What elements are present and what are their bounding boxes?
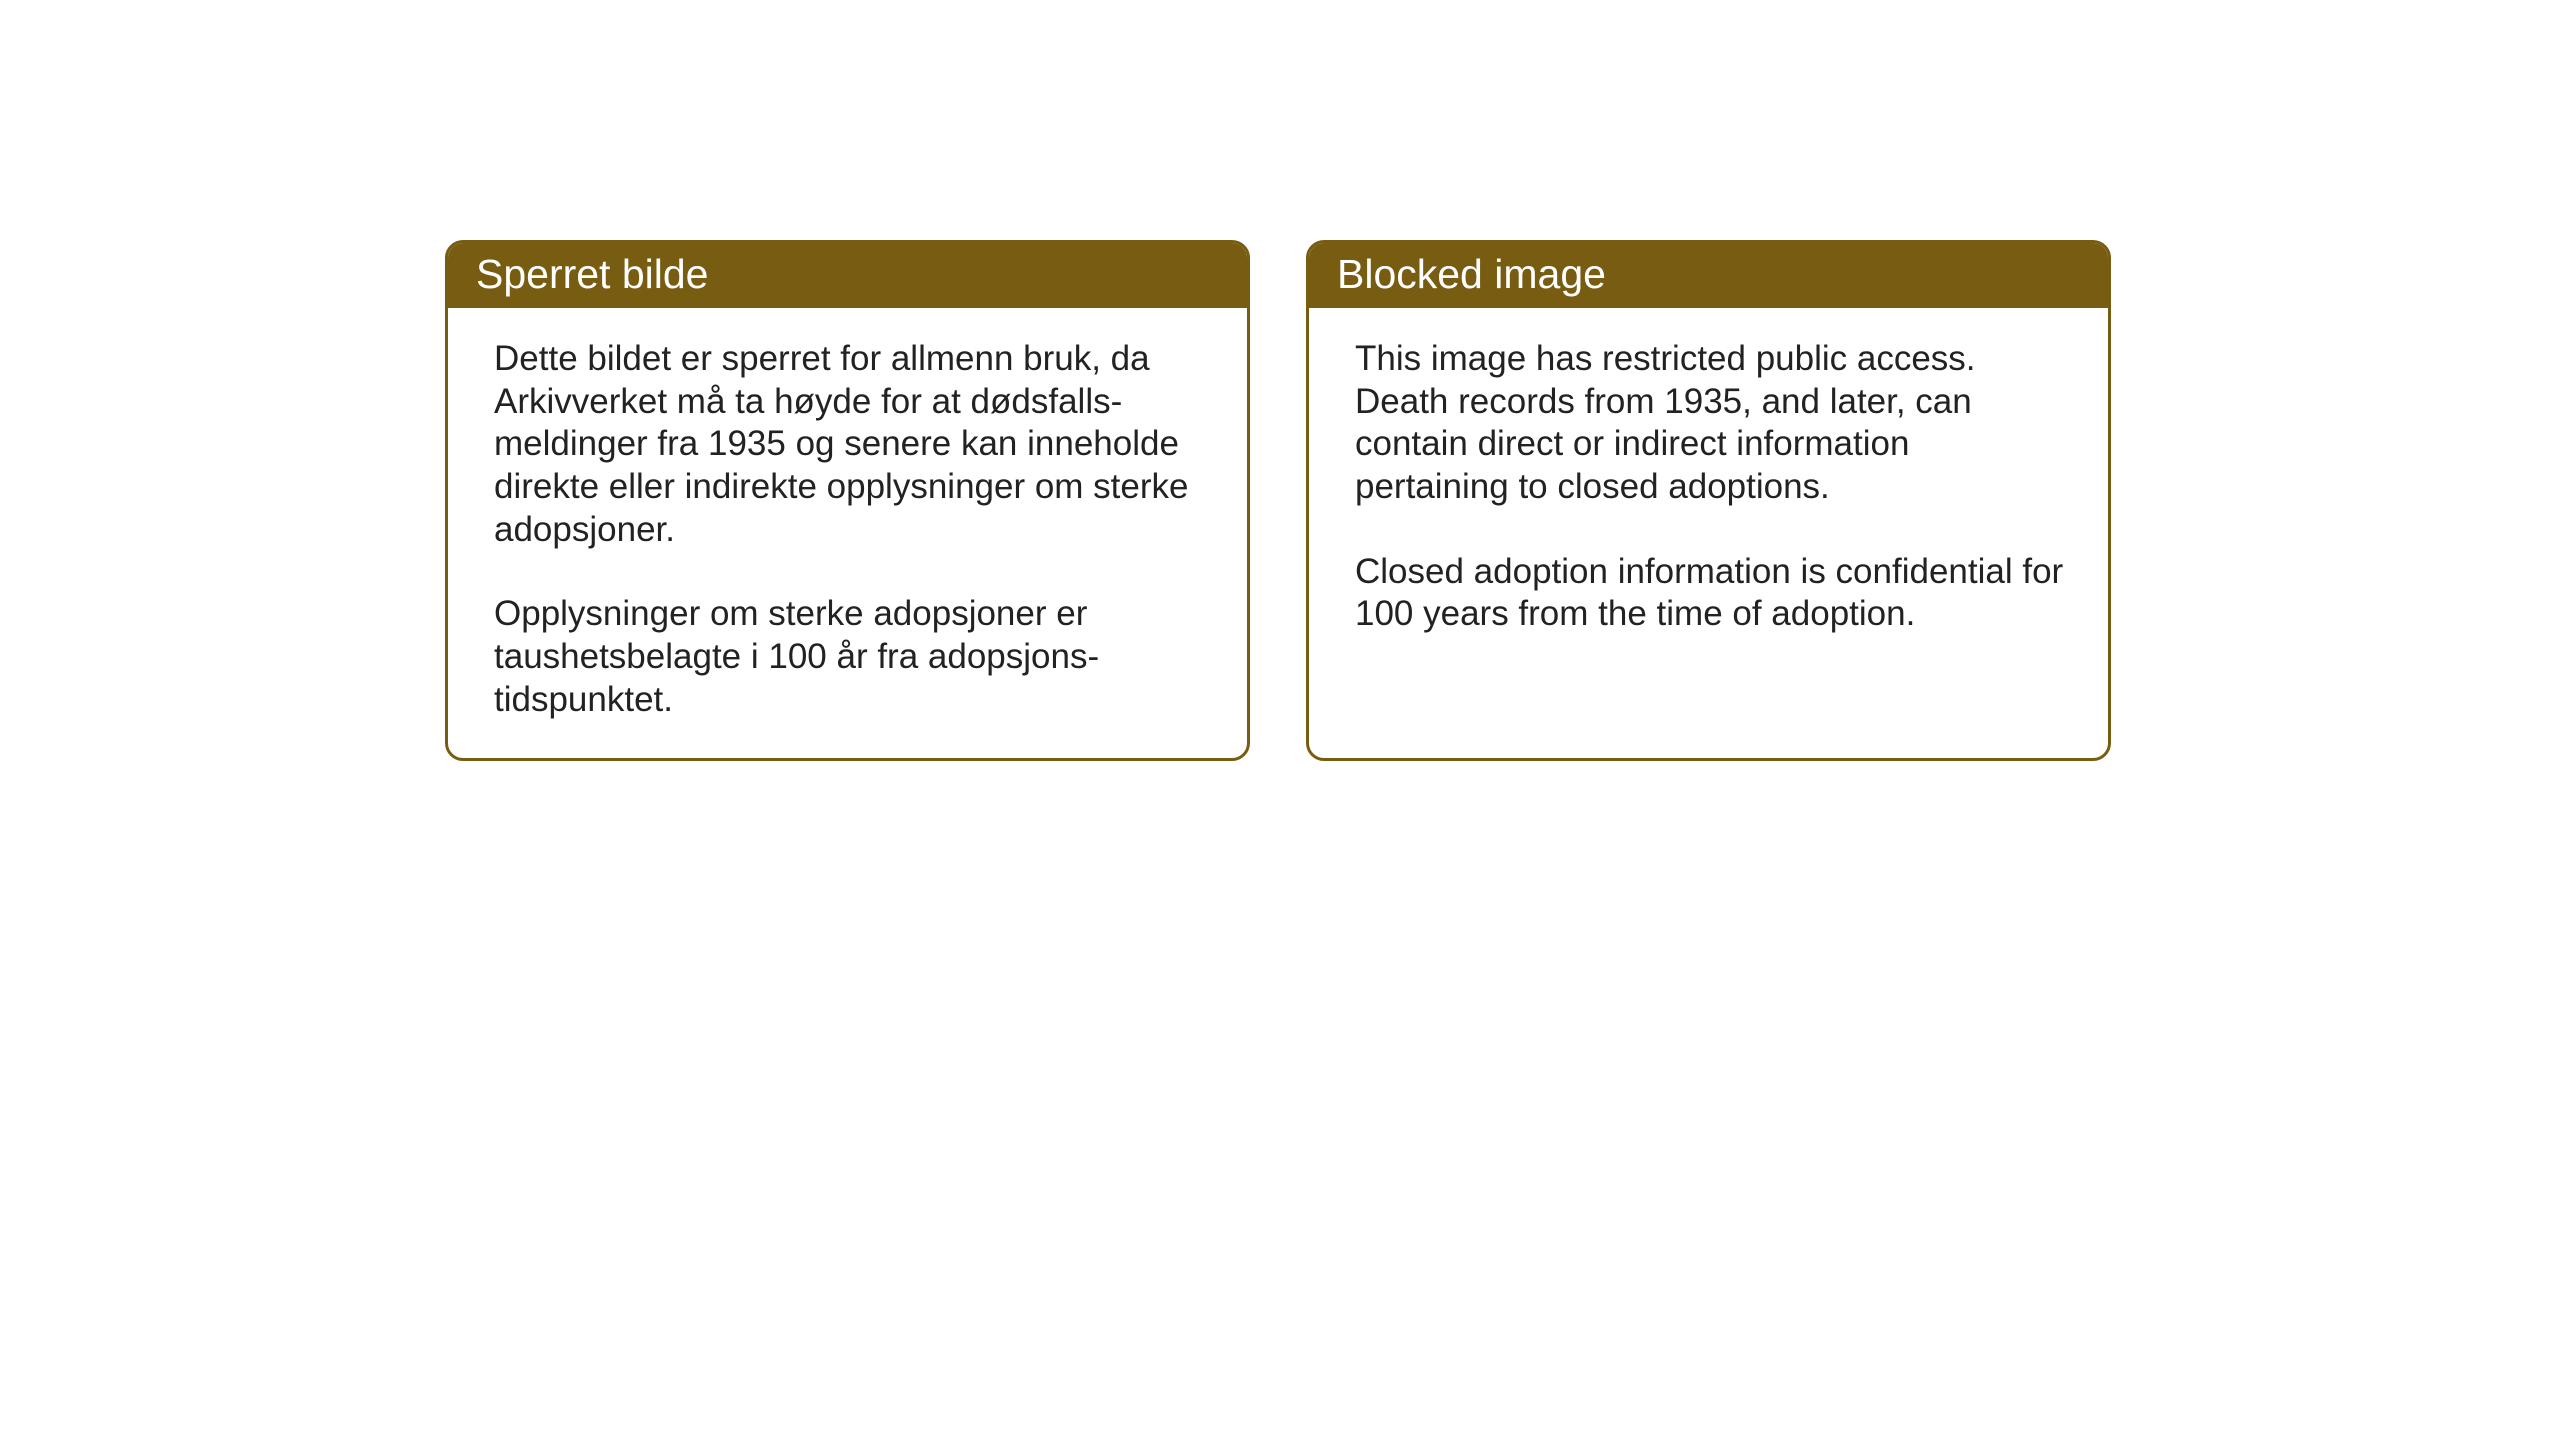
card-header-norwegian: Sperret bilde bbox=[448, 243, 1247, 308]
card-paragraph-2-english: Closed adoption information is confident… bbox=[1355, 551, 2068, 636]
cards-container: Sperret bilde Dette bildet er sperret fo… bbox=[445, 240, 2111, 761]
card-paragraph-1-english: This image has restricted public access.… bbox=[1355, 338, 2068, 509]
card-body-english: This image has restricted public access.… bbox=[1309, 308, 2108, 736]
card-title-norwegian: Sperret bilde bbox=[476, 251, 708, 297]
card-norwegian: Sperret bilde Dette bildet er sperret fo… bbox=[445, 240, 1250, 761]
card-header-english: Blocked image bbox=[1309, 243, 2108, 308]
card-english: Blocked image This image has restricted … bbox=[1306, 240, 2111, 761]
card-paragraph-2-norwegian: Opplysninger om sterke adopsjoner er tau… bbox=[494, 593, 1207, 721]
card-body-norwegian: Dette bildet er sperret for allmenn bruk… bbox=[448, 308, 1247, 758]
card-title-english: Blocked image bbox=[1337, 251, 1606, 297]
card-paragraph-1-norwegian: Dette bildet er sperret for allmenn bruk… bbox=[494, 338, 1207, 551]
